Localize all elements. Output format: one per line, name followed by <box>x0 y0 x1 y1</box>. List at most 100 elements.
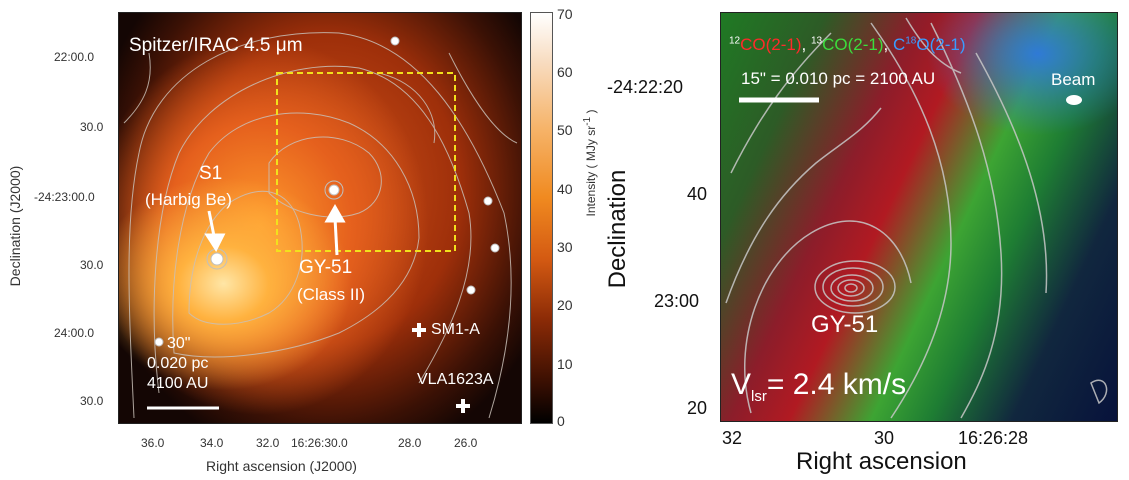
left-xtick-1: 34.0 <box>200 436 224 450</box>
beam-ellipse <box>1066 95 1082 105</box>
point-source-5 <box>154 337 164 347</box>
left-ytick-5: 30.0 <box>80 394 104 408</box>
left-ylabel: Declination (J2000) <box>7 165 23 287</box>
legend-c18o-pre: C <box>892 35 906 54</box>
right-ytick-2: 23:00 <box>654 291 700 311</box>
left-ytick-4: 24:00.0 <box>54 326 95 340</box>
s1-arrow-head <box>204 233 226 253</box>
left-xlabel: Right ascension (J2000) <box>206 458 357 474</box>
colorbar-tick-10: 10 <box>557 356 573 372</box>
colorbar-tick-50: 50 <box>557 122 573 138</box>
s1-label: S1 <box>199 163 223 184</box>
left-ytick-3: 30.0 <box>80 258 104 272</box>
left-scale-pc: 0.020 pc <box>147 355 209 372</box>
gy51-contour-r3 <box>830 274 874 302</box>
contour-5 <box>268 136 382 218</box>
gy51-label: GY-51 <box>299 257 353 278</box>
colorbar-label-end: ) <box>584 109 598 117</box>
legend-sep-1: , <box>801 35 811 54</box>
left-ytick-1: 30.0 <box>80 120 104 134</box>
vlsr-label: Vlsr= 2.4 km/s <box>731 368 906 405</box>
co-contours <box>725 17 1108 419</box>
r-contour-7 <box>905 17 962 74</box>
gy51-contour-r4 <box>837 279 865 297</box>
sm1a-label: SM1-A <box>431 321 480 338</box>
r-contour-8 <box>1090 379 1108 405</box>
point-source-2 <box>483 196 493 206</box>
point-source-4 <box>466 285 476 295</box>
gy51-contour-r5 <box>844 283 858 293</box>
r-contour-1 <box>730 32 832 174</box>
r-contour-2 <box>725 107 882 304</box>
left-ytick-2: -24:23:00.0 <box>34 190 95 204</box>
vlsr-value: = 2.4 km/s <box>766 368 907 401</box>
beam-label: Beam <box>1051 70 1096 89</box>
legend-13co: CO(2-1) <box>822 35 884 54</box>
colorbar-label: Intensity ( MJy sr-1 ) <box>582 83 598 243</box>
gy51-contour-r2 <box>822 267 884 307</box>
co-legend: 12CO(2-1), 13CO(2-1), C18O(2-1) <box>729 35 966 55</box>
r-contour-4 <box>870 22 952 419</box>
right-xtick-1: 30 <box>874 428 895 448</box>
colorbar-tick-40: 40 <box>557 181 573 197</box>
gy51-arrow-line <box>333 217 339 256</box>
point-source-1 <box>390 36 400 46</box>
r-contour-5 <box>930 22 1003 419</box>
s1-description: (Harbig Be) <box>145 190 232 209</box>
legend-13co-sup: 13 <box>810 35 823 47</box>
vlsr-sub: lsr <box>751 388 767 405</box>
contour-7 <box>123 52 151 124</box>
outer-contour <box>128 32 512 419</box>
contour-6 <box>378 72 436 144</box>
point-source-3 <box>490 243 500 253</box>
right-xtick-2: 16:26:28 <box>958 428 1029 448</box>
left-xtick-2: 32.0 <box>256 436 280 450</box>
contour-8 <box>448 52 518 144</box>
contour-2 <box>153 65 472 394</box>
right-ytick-3: 20 <box>687 398 708 418</box>
colorbar-tick-30: 30 <box>557 239 573 255</box>
colorbar <box>530 12 553 424</box>
colorbar-label-sup: -1 <box>582 116 593 126</box>
left-xtick-5: 26.0 <box>454 436 478 450</box>
gy51-description: (Class II) <box>297 285 365 304</box>
spitzer-image-panel: Spitzer/IRAC 4.5 μm S1 (Harbig Be) GY-51… <box>118 12 522 424</box>
left-xtick-0: 36.0 <box>141 436 165 450</box>
colorbar-tick-60: 60 <box>557 64 573 80</box>
vlsr-v: V <box>731 368 752 401</box>
right-ytick-1: 40 <box>687 184 708 204</box>
right-xtick-0: 32 <box>722 428 743 448</box>
legend-c18o-sup: 18 <box>905 35 917 47</box>
r-contour-6 <box>975 52 1048 294</box>
colorbar-tick-20: 20 <box>557 297 573 313</box>
left-ytick-0: 22:00.0 <box>54 50 95 64</box>
gy51-arrow-head <box>324 203 346 223</box>
colorbar-tick-0: 0 <box>557 413 565 429</box>
co-rgb-image-panel: 12CO(2-1), 13CO(2-1), C18O(2-1) 15" = 0.… <box>720 12 1118 422</box>
left-scale-au: 4100 AU <box>147 375 209 392</box>
colorbar-label-text: Intensity ( MJy sr <box>584 125 598 217</box>
gy51-contour-r1 <box>814 260 896 314</box>
left-xtick-4: 28.0 <box>398 436 422 450</box>
s1-source <box>210 252 224 266</box>
right-xlabel: Right ascension <box>796 448 967 475</box>
left-scale-angle: 30" <box>167 335 191 352</box>
gy51-right-label: GY-51 <box>811 311 879 338</box>
spitzer-title: Spitzer/IRAC 4.5 μm <box>129 35 303 56</box>
contour-3 <box>172 112 420 358</box>
contour-4 <box>188 190 303 325</box>
legend-c18o: O(2-1) <box>916 35 966 54</box>
zoom-region-box <box>276 72 456 252</box>
right-ytick-0: -24:22:20 <box>607 77 684 97</box>
colorbar-tick-70: 70 <box>557 6 573 22</box>
right-ylabel: Declination <box>604 169 631 289</box>
legend-sep-2: , <box>883 35 893 54</box>
legend-12co-sup: 12 <box>729 35 741 47</box>
right-scale-text: 15" = 0.010 pc = 2100 AU <box>741 69 936 88</box>
spitzer-contours <box>123 32 518 419</box>
gy51-source <box>328 184 340 196</box>
gy51-contour <box>324 180 344 200</box>
legend-12co: CO(2-1) <box>740 35 802 54</box>
r-contour-3 <box>744 220 912 414</box>
left-xtick-3: 16:26:30.0 <box>291 436 348 450</box>
